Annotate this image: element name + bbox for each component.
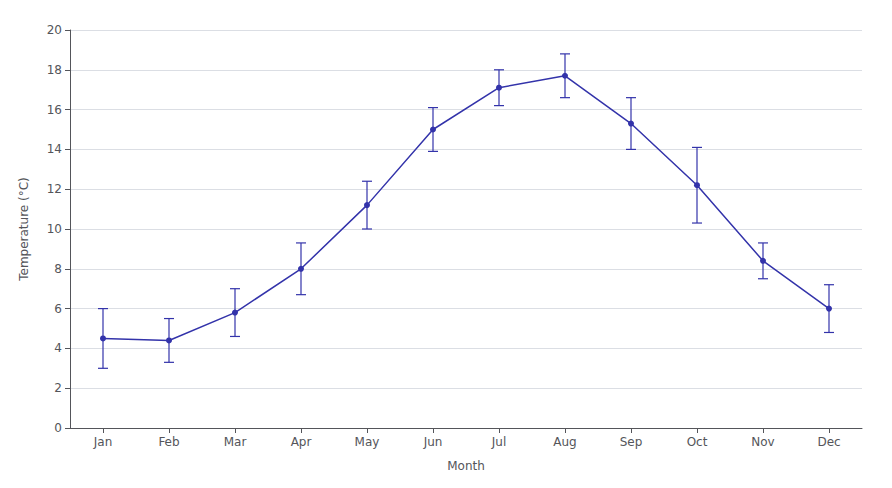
svg-text:Feb: Feb (158, 435, 179, 449)
svg-text:Oct: Oct (687, 435, 708, 449)
svg-text:4: 4 (54, 341, 62, 355)
svg-text:18: 18 (47, 63, 62, 77)
svg-text:Aug: Aug (553, 435, 576, 449)
svg-text:May: May (355, 435, 380, 449)
svg-text:Temperature (°C): Temperature (°C) (17, 177, 31, 282)
svg-text:16: 16 (47, 103, 62, 117)
svg-text:Jun: Jun (423, 435, 443, 449)
svg-text:2: 2 (54, 381, 62, 395)
svg-text:Apr: Apr (291, 435, 312, 449)
svg-text:Jul: Jul (491, 435, 506, 449)
svg-text:12: 12 (47, 182, 62, 196)
svg-text:14: 14 (47, 142, 62, 156)
svg-text:10: 10 (47, 222, 62, 236)
svg-text:Mar: Mar (224, 435, 247, 449)
svg-text:Month: Month (447, 459, 485, 473)
svg-text:6: 6 (54, 302, 62, 316)
svg-text:Dec: Dec (817, 435, 840, 449)
svg-text:Nov: Nov (751, 435, 774, 449)
svg-text:Sep: Sep (620, 435, 643, 449)
svg-text:20: 20 (47, 23, 62, 37)
svg-text:8: 8 (54, 262, 62, 276)
svg-text:0: 0 (54, 421, 62, 435)
svg-text:Jan: Jan (93, 435, 113, 449)
